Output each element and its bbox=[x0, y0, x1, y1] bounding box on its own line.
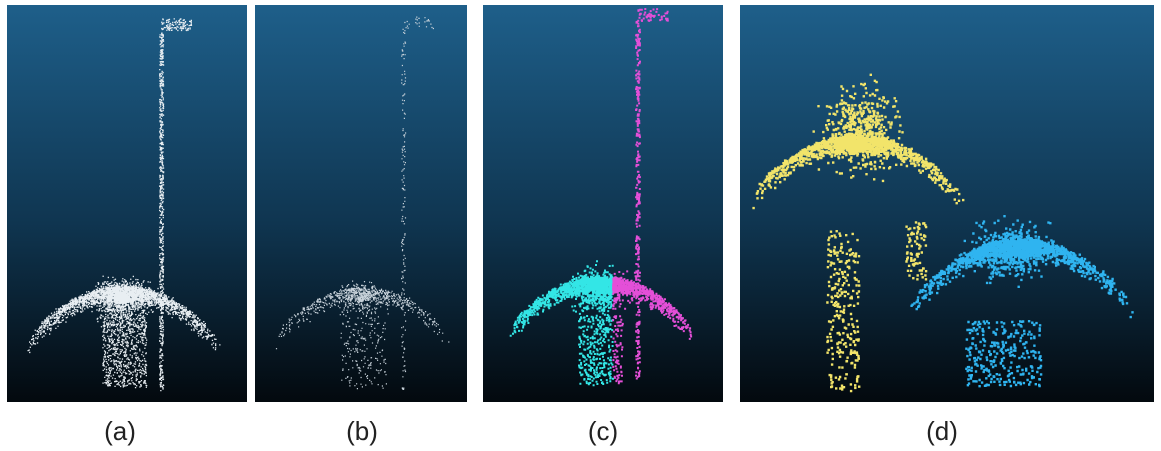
panel-label: (a) bbox=[104, 416, 136, 446]
panel-label: (d) bbox=[926, 416, 958, 446]
panel-d-background bbox=[740, 5, 1154, 402]
page: (a) (b) (c) (d) (() => { const data = JS… bbox=[0, 0, 1161, 451]
panel-b-background bbox=[255, 5, 467, 402]
panel-label: (c) bbox=[588, 416, 618, 446]
panel-c-background bbox=[483, 5, 723, 402]
panel-label: (b) bbox=[346, 416, 378, 446]
figure: (a) (b) (c) (d) bbox=[0, 0, 1161, 451]
